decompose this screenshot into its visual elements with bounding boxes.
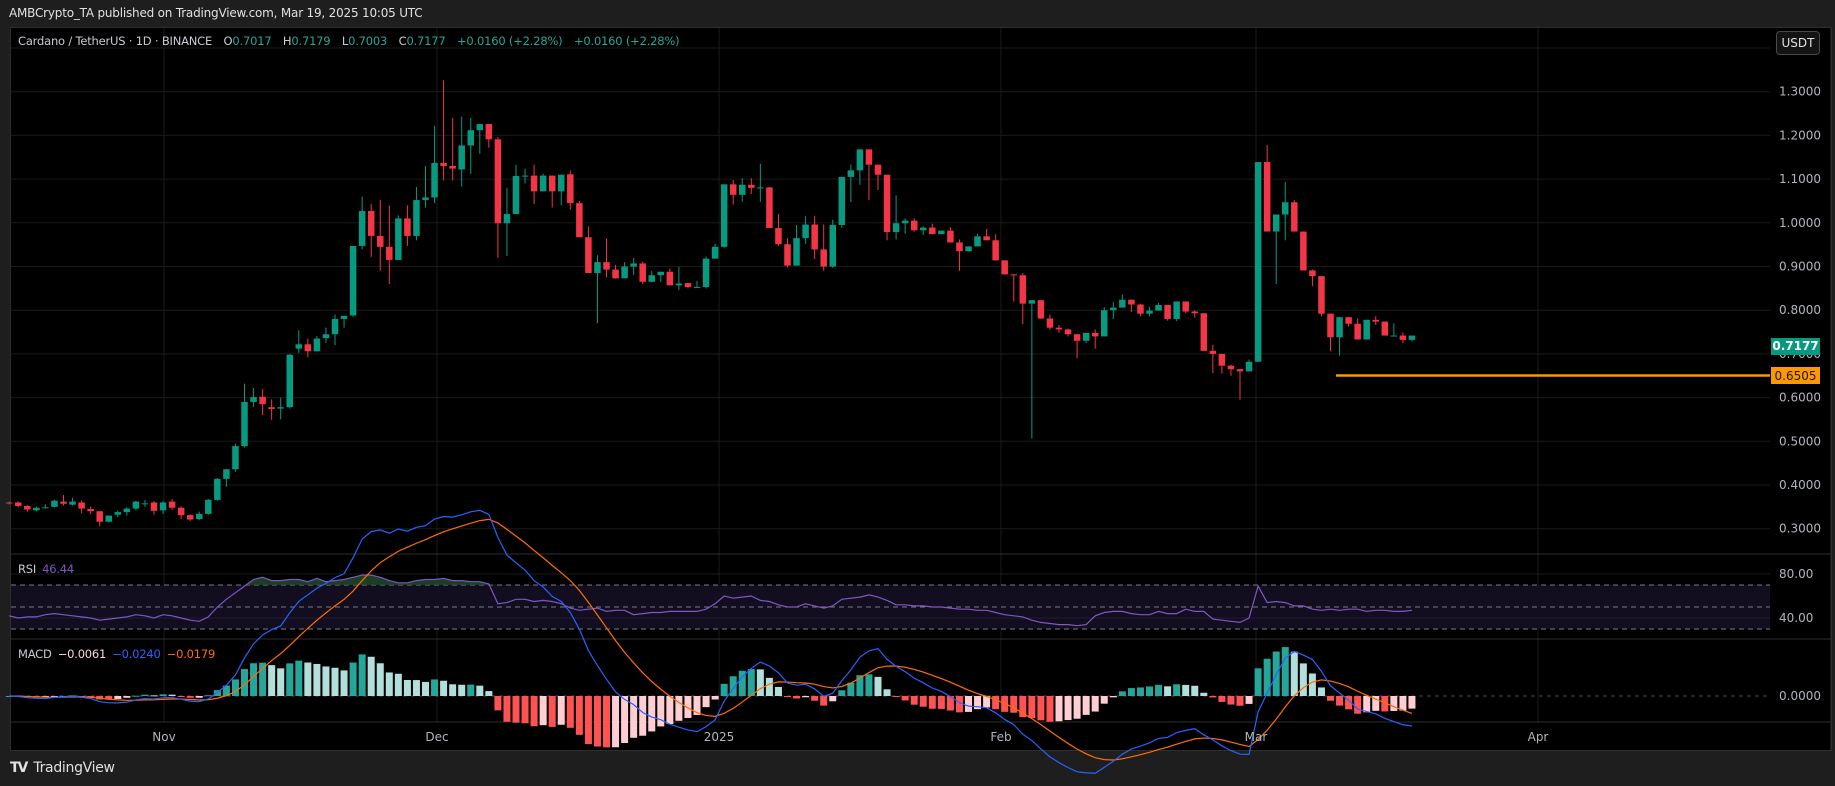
svg-text:2025: 2025	[704, 730, 735, 744]
symbol-title[interactable]: Cardano / TetherUS · 1D · BINANCE	[18, 34, 213, 48]
svg-text:0.0000: 0.0000	[1779, 689, 1821, 703]
svg-text:0.4000: 0.4000	[1779, 478, 1821, 492]
svg-text:40.00: 40.00	[1779, 611, 1813, 625]
svg-text:Mar: Mar	[1245, 730, 1268, 744]
brand-name: TradingView	[33, 760, 115, 776]
level-price-tag: 0.6505	[1771, 367, 1820, 385]
last-price-tag: 0.7177	[1771, 337, 1820, 355]
change-value: +0.0160 (+2.28%)	[456, 34, 563, 48]
close-value: 0.7177	[406, 34, 446, 48]
tradingview-logo-icon: TV	[10, 760, 28, 776]
macd-legend: MACD −0.0061 −0.0240 −0.0179	[18, 647, 215, 661]
svg-text:1.2000: 1.2000	[1779, 128, 1821, 142]
macd-signal-value: −0.0179	[166, 647, 216, 661]
svg-text:0.5000: 0.5000	[1779, 434, 1821, 448]
open-value: 0.7017	[232, 34, 272, 48]
svg-text:Feb: Feb	[990, 730, 1011, 744]
currency-button[interactable]: USDT	[1776, 31, 1820, 55]
svg-text:80.00: 80.00	[1779, 567, 1813, 581]
svg-text:0.9000: 0.9000	[1779, 260, 1821, 274]
open-label: O	[223, 34, 233, 48]
svg-text:Apr: Apr	[1528, 730, 1549, 744]
footer-brand[interactable]: TV TradingView	[10, 760, 115, 776]
svg-text:1.0000: 1.0000	[1779, 216, 1821, 230]
svg-text:Dec: Dec	[425, 730, 448, 744]
macd-hist-value: −0.0061	[57, 647, 107, 661]
svg-text:0.8000: 0.8000	[1779, 303, 1821, 317]
change-value-2: +0.0160 (+2.28%)	[573, 34, 680, 48]
svg-text:1.1000: 1.1000	[1779, 172, 1821, 186]
macd-line-value: −0.0240	[112, 647, 161, 661]
svg-text:0.6000: 0.6000	[1779, 391, 1821, 405]
rsi-value: 46.44	[42, 562, 75, 576]
rsi-legend: RSI 46.44	[18, 562, 74, 576]
macd-label: MACD	[18, 647, 52, 661]
high-value: 0.7179	[291, 34, 331, 48]
svg-text:1.3000: 1.3000	[1779, 85, 1821, 99]
high-label: H	[282, 34, 292, 48]
rsi-label: RSI	[18, 562, 37, 576]
close-label: C	[398, 34, 407, 48]
publisher-line: AMBCrypto_TA published on TradingView.co…	[9, 6, 423, 20]
symbol-legend: Cardano / TetherUS · 1D · BINANCE O0.701…	[18, 34, 680, 48]
low-label: L	[341, 34, 349, 48]
svg-text:Nov: Nov	[152, 730, 175, 744]
svg-text:0.3000: 0.3000	[1779, 522, 1821, 536]
low-value: 0.7003	[348, 34, 388, 48]
